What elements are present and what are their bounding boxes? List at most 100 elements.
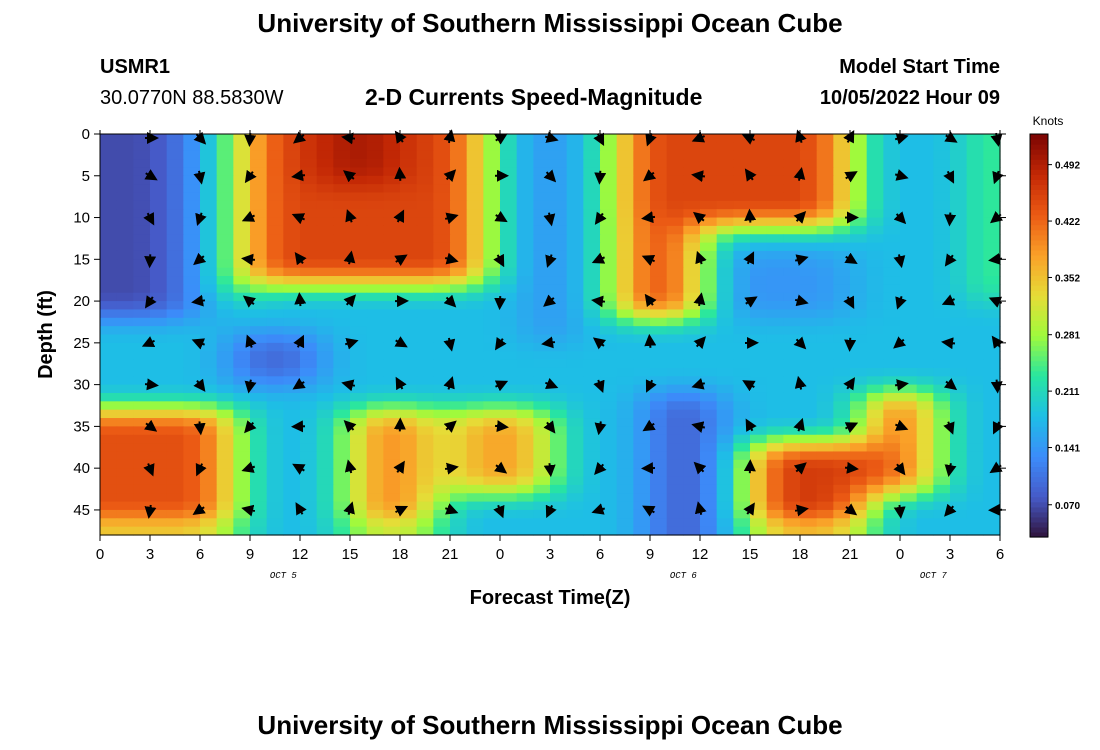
colorbar-segment <box>1030 441 1048 447</box>
heatmap-cell <box>433 150 451 160</box>
heatmap-cell <box>800 509 818 519</box>
heatmap-cell <box>516 509 534 519</box>
heatmap-cell <box>550 351 568 361</box>
heatmap-cell <box>816 175 834 185</box>
heatmap-cell <box>750 267 768 277</box>
heatmap-cell <box>366 217 384 227</box>
heatmap-cell <box>883 418 901 427</box>
heatmap-cell <box>333 392 351 402</box>
heatmap-cell <box>983 518 1001 528</box>
heatmap-cell <box>133 351 151 361</box>
heatmap-cell <box>533 142 551 152</box>
heatmap-cell <box>100 426 118 436</box>
heatmap-cell <box>483 326 501 336</box>
heatmap-cell <box>783 225 801 235</box>
heatmap-cell <box>433 317 451 327</box>
heatmap-cell <box>416 484 434 494</box>
heatmap-cell <box>250 367 268 377</box>
heatmap-cell <box>966 225 984 235</box>
heatmap-cell <box>166 443 184 453</box>
heatmap-cell <box>216 234 234 244</box>
heatmap-cell <box>166 200 184 210</box>
heatmap-cell <box>866 409 884 419</box>
heatmap-cell <box>350 367 368 377</box>
heatmap-cell <box>783 484 801 494</box>
heatmap-cell <box>300 217 318 227</box>
current-arrow <box>743 251 755 265</box>
heatmap-cell <box>533 476 551 486</box>
heatmap-cell <box>316 392 334 402</box>
heatmap-cell <box>950 384 968 394</box>
heatmap-cell <box>883 175 901 185</box>
heatmap-cell <box>383 426 401 436</box>
heatmap-cell <box>816 359 834 369</box>
heatmap-cell <box>133 276 151 285</box>
heatmap-cell <box>150 509 168 519</box>
heatmap-cell <box>816 259 834 269</box>
heatmap-cell <box>983 418 1001 427</box>
heatmap-cell <box>833 392 851 402</box>
heatmap-cell <box>800 309 818 319</box>
heatmap-cell <box>100 409 118 419</box>
heatmap-cell <box>866 284 884 294</box>
colorbar-segment <box>1030 496 1048 503</box>
heatmap-cell <box>383 200 401 210</box>
heatmap-cell <box>233 225 251 235</box>
heatmap-cell <box>666 301 684 311</box>
heatmap-cell <box>866 159 884 169</box>
heatmap-cell <box>483 509 501 519</box>
heatmap-cell <box>383 134 401 143</box>
heatmap-cell <box>900 351 918 361</box>
heatmap-cell <box>416 234 434 244</box>
heatmap-cell <box>650 225 668 235</box>
heatmap-cell <box>916 334 934 344</box>
heatmap-cell <box>183 501 201 511</box>
current-arrow <box>242 295 257 308</box>
heatmap-cell <box>183 184 201 194</box>
heatmap-cell <box>466 392 484 402</box>
heatmap-cell <box>833 142 851 152</box>
heatmap-cell <box>633 501 651 511</box>
heatmap-cell <box>200 443 218 453</box>
heatmap-cell <box>600 342 618 352</box>
heatmap-cell <box>116 434 134 444</box>
heatmap-cell <box>433 209 451 219</box>
heatmap-cell <box>650 468 668 478</box>
heatmap-cell <box>650 167 668 177</box>
heatmap-cell <box>833 192 851 202</box>
current-arrow <box>794 254 809 266</box>
heatmap-cell <box>750 292 768 302</box>
heatmap-cell <box>900 434 918 444</box>
heatmap-cell <box>666 509 684 519</box>
heatmap-cell <box>533 317 551 327</box>
heatmap-cell <box>716 276 734 285</box>
heatmap-cell <box>216 184 234 194</box>
heatmap-cell <box>300 317 318 327</box>
heatmap-cell <box>933 250 951 260</box>
heatmap-cell <box>316 276 334 285</box>
heatmap-cell <box>983 509 1001 519</box>
heatmap-cell <box>383 409 401 419</box>
heatmap-cell <box>433 518 451 528</box>
heatmap-cell <box>533 259 551 269</box>
heatmap-cell <box>700 476 718 486</box>
heatmap-cell <box>166 234 184 244</box>
heatmap-cell <box>466 326 484 336</box>
heatmap-cell <box>400 317 418 327</box>
heatmap-cell <box>850 392 868 402</box>
colorbar-segment <box>1030 300 1048 306</box>
heatmap-cell <box>383 301 401 311</box>
heatmap-cell <box>416 326 434 336</box>
heatmap-cell <box>383 526 401 536</box>
heatmap-cell <box>283 359 301 369</box>
heatmap-cell <box>783 359 801 369</box>
heatmap-cell <box>250 209 268 219</box>
heatmap-cell <box>200 468 218 478</box>
heatmap-cell <box>100 284 118 294</box>
heatmap-cell <box>950 309 968 319</box>
heatmap-cell <box>333 259 351 269</box>
heatmap-cell <box>350 409 368 419</box>
heatmap-cell <box>300 301 318 311</box>
heatmap-cell <box>533 509 551 519</box>
colorbar-segment <box>1030 370 1048 377</box>
